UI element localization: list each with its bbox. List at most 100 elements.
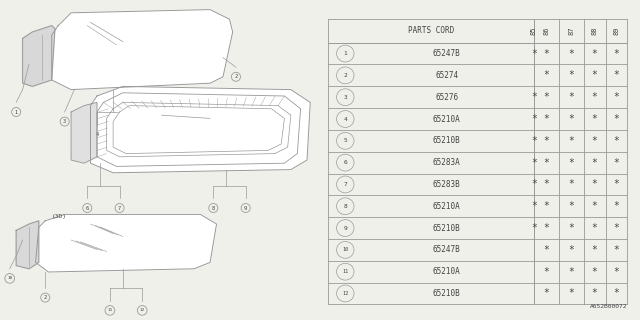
Text: *: * xyxy=(592,223,598,233)
Text: *: * xyxy=(592,267,598,277)
Text: 65210A: 65210A xyxy=(433,115,460,124)
Text: *: * xyxy=(568,92,574,102)
Text: *: * xyxy=(531,223,537,233)
Text: 65210B: 65210B xyxy=(433,136,460,145)
Text: 11: 11 xyxy=(108,308,113,312)
Text: 65210A: 65210A xyxy=(433,267,460,276)
Text: *: * xyxy=(531,180,537,189)
Text: *: * xyxy=(543,245,549,255)
Text: 9: 9 xyxy=(244,205,247,211)
Text: 12: 12 xyxy=(342,291,348,296)
Text: *: * xyxy=(592,289,598,299)
Text: *: * xyxy=(592,245,598,255)
Text: *: * xyxy=(543,180,549,189)
Text: 10: 10 xyxy=(342,247,348,252)
Text: 65283A: 65283A xyxy=(433,158,460,167)
Text: *: * xyxy=(568,180,574,189)
Text: *: * xyxy=(543,158,549,168)
Text: *: * xyxy=(568,136,574,146)
Text: *: * xyxy=(531,92,537,102)
Text: *: * xyxy=(543,267,549,277)
Text: 5: 5 xyxy=(344,138,347,143)
Text: *: * xyxy=(568,267,574,277)
Text: *: * xyxy=(531,158,537,168)
Text: 65247B: 65247B xyxy=(433,49,460,58)
Text: 4: 4 xyxy=(95,132,99,137)
Text: *: * xyxy=(614,70,620,80)
Text: *: * xyxy=(543,289,549,299)
Text: 7: 7 xyxy=(344,182,347,187)
Text: *: * xyxy=(568,223,574,233)
Text: A652B00072: A652B00072 xyxy=(590,304,627,309)
Text: 8: 8 xyxy=(344,204,347,209)
Text: 88: 88 xyxy=(591,27,598,35)
Text: 2: 2 xyxy=(44,295,47,300)
Text: *: * xyxy=(614,289,620,299)
Text: 4: 4 xyxy=(344,116,347,122)
Text: *: * xyxy=(568,49,574,59)
Text: 7: 7 xyxy=(118,205,121,211)
Text: *: * xyxy=(592,158,598,168)
Text: 86: 86 xyxy=(543,27,549,35)
Text: 8: 8 xyxy=(212,205,215,211)
Polygon shape xyxy=(71,102,97,163)
Text: *: * xyxy=(543,49,549,59)
Text: 3: 3 xyxy=(63,119,66,124)
Text: 5: 5 xyxy=(128,132,131,137)
Text: *: * xyxy=(531,201,537,211)
Text: 2: 2 xyxy=(234,74,237,79)
Text: *: * xyxy=(543,201,549,211)
Text: *: * xyxy=(614,180,620,189)
Polygon shape xyxy=(22,26,55,86)
Text: 6: 6 xyxy=(86,205,89,211)
Text: 11: 11 xyxy=(342,269,348,274)
Text: *: * xyxy=(614,136,620,146)
Text: *: * xyxy=(568,114,574,124)
Text: 65210A: 65210A xyxy=(433,202,460,211)
Text: *: * xyxy=(614,201,620,211)
Text: 9: 9 xyxy=(344,226,347,230)
Text: (3D): (3D) xyxy=(52,214,67,219)
Text: *: * xyxy=(543,136,549,146)
Polygon shape xyxy=(113,106,284,154)
Text: PARTS CORD: PARTS CORD xyxy=(408,26,454,35)
Polygon shape xyxy=(36,214,216,272)
Text: *: * xyxy=(543,70,549,80)
Text: 12: 12 xyxy=(140,308,145,312)
Text: *: * xyxy=(531,114,537,124)
Text: *: * xyxy=(614,114,620,124)
Text: 1: 1 xyxy=(15,109,18,115)
Text: 65247B: 65247B xyxy=(433,245,460,254)
Text: *: * xyxy=(592,136,598,146)
Text: 87: 87 xyxy=(568,27,574,35)
Text: *: * xyxy=(568,289,574,299)
Text: 65274: 65274 xyxy=(435,71,458,80)
Text: *: * xyxy=(531,136,537,146)
Text: 65283B: 65283B xyxy=(433,180,460,189)
Text: *: * xyxy=(543,92,549,102)
Text: *: * xyxy=(568,201,574,211)
Polygon shape xyxy=(52,10,233,90)
Text: 65210B: 65210B xyxy=(433,289,460,298)
Text: *: * xyxy=(531,49,537,59)
Text: 1: 1 xyxy=(344,51,347,56)
Text: *: * xyxy=(592,180,598,189)
Text: *: * xyxy=(568,245,574,255)
Text: *: * xyxy=(614,92,620,102)
Text: 3: 3 xyxy=(344,95,347,100)
Text: *: * xyxy=(568,70,574,80)
Text: *: * xyxy=(568,158,574,168)
Text: *: * xyxy=(614,267,620,277)
Text: 10: 10 xyxy=(7,276,12,280)
Text: *: * xyxy=(592,201,598,211)
Text: 65210B: 65210B xyxy=(433,224,460,233)
Text: *: * xyxy=(543,114,549,124)
Text: *: * xyxy=(614,158,620,168)
Text: 6: 6 xyxy=(344,160,347,165)
Text: 2: 2 xyxy=(344,73,347,78)
Text: *: * xyxy=(614,245,620,255)
Polygon shape xyxy=(16,221,39,269)
Text: 65276: 65276 xyxy=(435,93,458,102)
Text: *: * xyxy=(614,223,620,233)
Text: *: * xyxy=(592,49,598,59)
